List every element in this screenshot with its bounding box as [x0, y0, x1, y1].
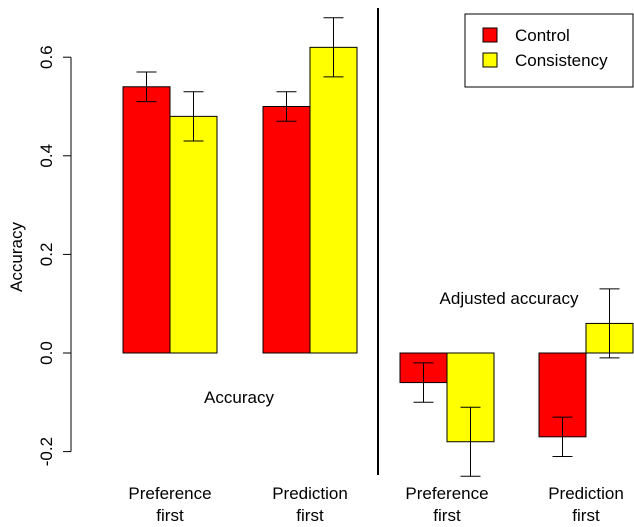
panel-annotations: Accuracy Adjusted accuracy — [204, 289, 579, 407]
legend-swatch — [482, 27, 498, 43]
y-tick-label: 0.2 — [37, 243, 56, 267]
bar — [122, 86, 171, 354]
x-tick-labels: Preference first Prediction first Preference… — [128, 484, 623, 525]
y-tick-label: 0.4 — [37, 144, 56, 168]
bar — [169, 115, 218, 354]
x-tick-label: Prediction first — [272, 484, 348, 525]
x-tick-label: Prediction first — [548, 484, 624, 525]
panel-annotation: Accuracy — [204, 388, 274, 407]
bar — [262, 106, 311, 354]
y-axis: -0.2 0.0 0.2 0.4 0.6 Accuracy — [7, 45, 72, 466]
legend-label: Control — [515, 26, 570, 45]
bar — [309, 46, 358, 354]
y-axis-label: Accuracy — [7, 222, 26, 292]
y-tick-label: 0.6 — [37, 45, 56, 69]
legend-label: Consistency — [515, 51, 608, 70]
y-tick-label: 0.0 — [37, 341, 56, 365]
panel-annotation: Adjusted accuracy — [440, 289, 579, 308]
y-tick-label: -0.2 — [37, 437, 56, 466]
legend: Control Consistency — [464, 13, 634, 88]
x-tick-label: Preference first — [405, 484, 488, 525]
x-tick-label: Preference first — [128, 484, 211, 525]
error-bars-layer — [136, 17, 620, 477]
legend-swatch — [482, 52, 498, 68]
legend-box — [464, 13, 634, 88]
